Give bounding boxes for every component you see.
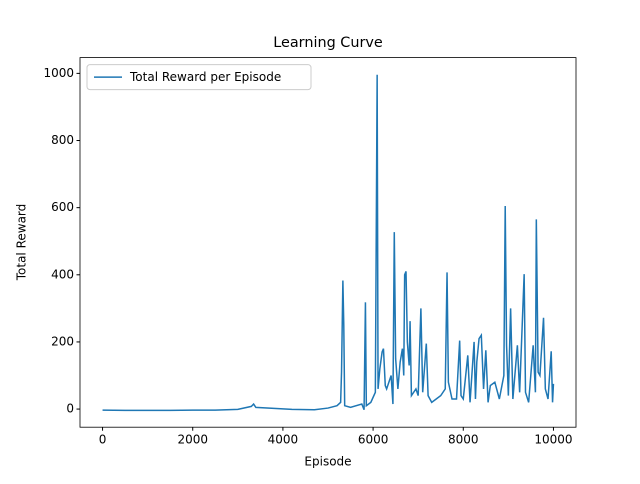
y-tick-label: 200 (51, 334, 74, 348)
y-tick-label: 400 (51, 267, 74, 281)
x-tick-label: 10000 (534, 433, 572, 447)
plot-frame (79, 57, 577, 428)
x-tick-label: 6000 (358, 433, 389, 447)
legend-box (86, 64, 312, 91)
y-tick-label: 0 (66, 402, 74, 416)
x-tick-label: 0 (99, 433, 107, 447)
legend-label: Total Reward per Episode (129, 70, 281, 84)
x-tick-label: 4000 (268, 433, 299, 447)
x-tick-label: 8000 (448, 433, 479, 447)
y-tick-label: 800 (51, 133, 74, 147)
chart-title: Learning Curve (273, 35, 383, 51)
data-line (102, 74, 555, 412)
x-tick-label: 2000 (177, 433, 208, 447)
x-axis-label: Episode (304, 455, 351, 469)
y-tick-label: 1000 (43, 66, 74, 80)
y-tick-label: 600 (51, 200, 74, 214)
y-axis-label: Total Reward (15, 204, 29, 282)
